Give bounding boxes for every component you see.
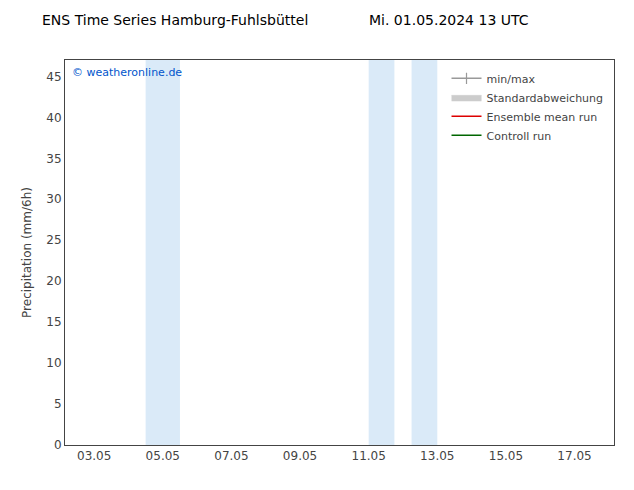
svg-text:© weatheronline.de: © weatheronline.de <box>72 66 182 79</box>
svg-text:35: 35 <box>46 152 61 166</box>
svg-text:ENS Time Series Hamburg-Fuhlsb: ENS Time Series Hamburg-Fuhlsbüttel <box>42 12 308 28</box>
svg-text:25: 25 <box>46 233 61 247</box>
svg-text:min/max: min/max <box>487 73 536 86</box>
svg-text:20: 20 <box>46 274 61 288</box>
svg-text:40: 40 <box>46 111 61 125</box>
svg-text:05.05: 05.05 <box>146 449 180 463</box>
svg-text:13.05: 13.05 <box>420 449 454 463</box>
svg-text:45: 45 <box>46 70 61 84</box>
svg-text:15: 15 <box>46 315 61 329</box>
svg-text:Mi. 01.05.2024 13 UTC: Mi. 01.05.2024 13 UTC <box>369 12 529 28</box>
svg-text:30: 30 <box>46 192 61 206</box>
svg-text:Precipitation (mm/6h): Precipitation (mm/6h) <box>20 187 34 318</box>
svg-text:Standardabweichung: Standardabweichung <box>487 92 604 105</box>
svg-text:09.05: 09.05 <box>283 449 317 463</box>
svg-text:17.05: 17.05 <box>557 449 591 463</box>
svg-text:Ensemble mean run: Ensemble mean run <box>487 111 598 124</box>
svg-text:15.05: 15.05 <box>489 449 523 463</box>
svg-text:11.05: 11.05 <box>351 449 385 463</box>
svg-text:10: 10 <box>46 356 61 370</box>
svg-text:Controll run: Controll run <box>487 130 552 143</box>
svg-text:5: 5 <box>54 397 62 411</box>
svg-text:03.05: 03.05 <box>77 449 111 463</box>
svg-text:07.05: 07.05 <box>214 449 248 463</box>
svg-text:0: 0 <box>54 438 62 452</box>
